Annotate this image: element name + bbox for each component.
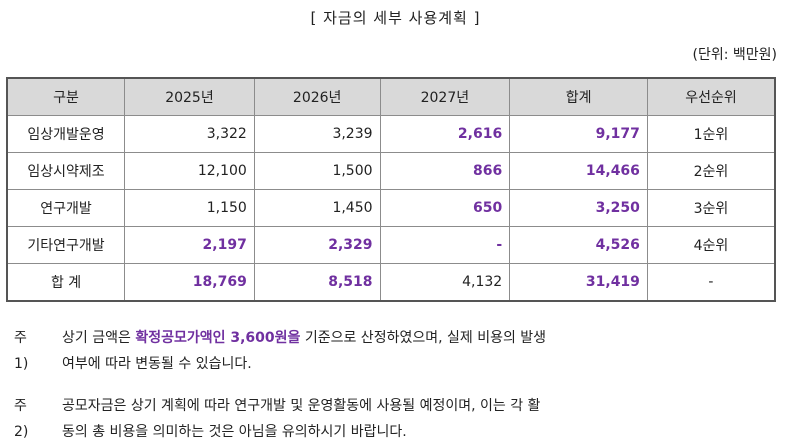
cell-2026: 2,329	[253, 226, 381, 264]
table-row: 연구개발 1,150 1,450 650 3,250 3순위	[6, 189, 776, 227]
cell-total: 4,526	[509, 226, 648, 264]
row-category: 임상시약제조	[6, 152, 126, 190]
row-category: 임상개발운영	[6, 115, 126, 153]
cell-priority: 1순위	[646, 115, 776, 153]
cell-total: 3,250	[509, 189, 648, 227]
cell-2026: 1,500	[253, 152, 381, 190]
cell-total: 14,466	[509, 152, 648, 190]
header-2027: 2027년	[379, 77, 511, 116]
table-row: 기타연구개발 2,197 2,329 - 4,526 4순위	[6, 226, 776, 264]
table-row: 임상개발운영 3,322 3,239 2,616 9,177 1순위	[6, 115, 776, 153]
cell-2027: 866	[379, 152, 511, 190]
cell-2027: 2,616	[379, 115, 511, 153]
footnote-emphasis: 확정공모가액인 3,600원을	[135, 330, 301, 346]
cell-priority: 3순위	[646, 189, 776, 227]
row-category: 연구개발	[6, 189, 126, 227]
fund-usage-table: 구분 2025년 2026년 2027년 합계 우선순위 임상개발운영 3,32…	[6, 77, 776, 302]
footnote-line: 동의 총 비용을 의미하는 것은 아님을 유의하시기 바랍니다.	[62, 424, 407, 440]
cell-total: 9,177	[509, 115, 648, 153]
header-total: 합계	[509, 77, 648, 116]
section-title: [ 자금의 세부 사용계획 ]	[310, 9, 481, 27]
footnote-line: 공모자금은 상기 계획에 따라 연구개발 및 운영활동에 사용될 예정이며, 이…	[62, 398, 541, 414]
cell-2026: 8,518	[253, 263, 381, 302]
header-category: 구분	[6, 77, 126, 116]
cell-priority: -	[646, 263, 776, 302]
table-header-row: 구분 2025년 2026년 2027년 합계 우선순위	[6, 77, 776, 116]
cell-2026: 1,450	[253, 189, 381, 227]
row-category: 기타연구개발	[6, 226, 126, 264]
cell-2025: 1,150	[124, 189, 255, 227]
cell-2025: 12,100	[124, 152, 255, 190]
header-2026: 2026년	[253, 77, 381, 116]
row-category: 합 계	[6, 263, 126, 302]
unit-label: (단위: 백만원)	[692, 47, 778, 63]
footnote-text: 기준으로 산정하였으며, 실제 비용의 발생	[300, 330, 547, 346]
table-row: 임상시약제조 12,100 1,500 866 14,466 2순위	[6, 152, 776, 190]
cell-total: 31,419	[509, 263, 648, 302]
cell-2025: 2,197	[124, 226, 255, 264]
cell-priority: 4순위	[646, 226, 776, 264]
footnote-line: 여부에 따라 변동될 수 있습니다.	[62, 356, 252, 372]
table-total-row: 합 계 18,769 8,518 4,132 31,419 -	[6, 263, 776, 302]
footnote-line: 상기 금액은 확정공모가액인 3,600원을 기준으로 산정하였으며, 실제 비…	[62, 325, 777, 351]
cell-2027: -	[379, 226, 511, 264]
cell-2025: 18,769	[124, 263, 255, 302]
cell-2026: 3,239	[253, 115, 381, 153]
footnote-text: 상기 금액은	[62, 330, 136, 346]
cell-2027: 4,132	[379, 263, 511, 302]
footnote-label: 주2)	[14, 398, 29, 440]
cell-2025: 3,322	[124, 115, 255, 153]
header-2025: 2025년	[124, 77, 255, 116]
cell-priority: 2순위	[646, 152, 776, 190]
header-priority: 우선순위	[646, 77, 776, 116]
footnote-label: 주1)	[14, 330, 29, 372]
cell-2027: 650	[379, 189, 511, 227]
